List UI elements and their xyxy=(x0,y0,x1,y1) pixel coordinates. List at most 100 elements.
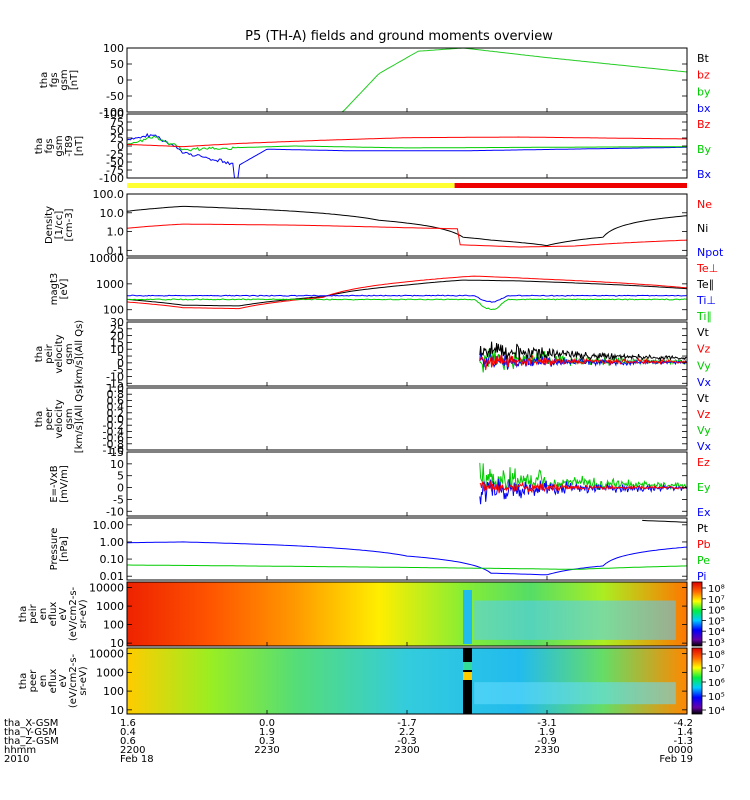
legend-peir-item: Vx xyxy=(697,376,712,389)
y-axis-label-line: gsm xyxy=(59,69,70,90)
panel-frame xyxy=(126,257,688,321)
y-axis-label-line: [nT] xyxy=(69,70,80,90)
y-axis-label-line: eV xyxy=(58,674,69,687)
trace-By xyxy=(126,135,687,152)
legend-press-item: Pb xyxy=(697,538,711,551)
colorbar-tick: 10⁶ xyxy=(708,678,725,689)
y-axis-label-line: fgs xyxy=(49,72,60,87)
y-tick-label: 5 xyxy=(117,470,124,483)
y-tick-label: 0.1 xyxy=(107,244,125,257)
trace-Ne xyxy=(126,223,688,248)
y-axis-label-line: Density xyxy=(44,206,55,244)
x-axis-value: -3.1 xyxy=(537,718,557,729)
legend-peer-item: Vx xyxy=(697,440,712,453)
y-tick-label: 15 xyxy=(110,446,124,459)
y-tick-label: 100 xyxy=(103,685,124,698)
legend-press-item: Pi xyxy=(697,570,706,583)
y-axis-label-line: [cm-3] xyxy=(64,208,75,241)
legend-efield-item: Ex xyxy=(697,506,711,519)
y-axis-label-line: peir xyxy=(44,343,55,363)
panel-fgs: 100 50 0 -50 -100 thafgsgsm[nT] Bt bz by bx xyxy=(39,42,711,119)
trace-peir-2 xyxy=(479,354,687,371)
y-axis-label-line: gsm xyxy=(54,135,65,156)
panel-peirspec: 10⁸10⁷10⁶10⁵10⁴10³10000100010010thapeire… xyxy=(18,581,725,650)
y-tick-label: 0.6 xyxy=(107,394,125,407)
y-axis-label-line: velocity xyxy=(54,399,65,438)
y-axis-label-line: [1/cc] xyxy=(54,211,65,240)
y-tick-label: -50 xyxy=(106,90,124,103)
y-axis-label-line: velocity xyxy=(54,334,65,373)
y-tick-label: 0 xyxy=(117,140,124,153)
y-tick-label: 10000 xyxy=(89,252,124,265)
legend-fgs2-item: By xyxy=(697,143,712,156)
y-tick-label: 5 xyxy=(117,350,124,363)
spectrogram-gap-fill xyxy=(463,662,472,670)
spectrogram-gap xyxy=(463,590,472,644)
x-axis-value: 1.9 xyxy=(259,727,275,738)
y-tick-label: 10 xyxy=(110,704,124,717)
y-tick-label: -5 xyxy=(113,364,124,377)
y-tick-label: -10 xyxy=(106,370,124,383)
y-tick-label: -100 xyxy=(99,172,124,185)
y-tick-label: 50 xyxy=(110,58,124,71)
legend-peer-item: Vz xyxy=(697,408,711,421)
y-tick-label: -0.6 xyxy=(103,432,124,445)
y-tick-label: 20 xyxy=(110,330,124,343)
trace-Tipar xyxy=(126,298,687,311)
colorbar-tick: 10⁵ xyxy=(708,616,725,627)
y-tick-label: 10000 xyxy=(89,648,124,661)
y-tick-label: 10.0 xyxy=(100,207,125,220)
y-tick-label: 100 xyxy=(103,619,124,632)
y-tick-label: -0.4 xyxy=(103,425,124,438)
y-tick-label: 10.00 xyxy=(93,519,125,532)
legend-efield-item: Ey xyxy=(697,481,711,494)
panel-press: 10.00 1.00 0.10 0.01 Pressure[nPa] Pt Pb Pe Pi xyxy=(49,517,711,583)
spectrogram-band xyxy=(474,600,676,640)
y-axis-label-line: (eV/cm2-s- xyxy=(68,653,79,708)
y-axis-label-line: peer xyxy=(28,669,39,693)
y-axis-label-line: tha xyxy=(34,346,45,362)
y-tick-label: 75 xyxy=(110,116,124,129)
trace-peir-3 xyxy=(479,341,687,362)
y-axis-label-line: eflux xyxy=(48,669,59,694)
legend-temp-item: Te⊥ xyxy=(696,262,718,275)
y-axis-label-line: Pressure xyxy=(49,528,60,571)
y-tick-label: 100 xyxy=(103,304,124,317)
x-axis-value: -0.3 xyxy=(397,736,417,747)
mode-status-bar xyxy=(127,183,687,188)
trace-peir-1 xyxy=(479,349,687,370)
y-axis-label-line: peer xyxy=(44,407,55,431)
panel-frame xyxy=(126,387,688,451)
legend-efield-item: Ez xyxy=(697,456,710,469)
x-axis-value: 1.6 xyxy=(120,718,136,729)
y-axis-label-line: en xyxy=(38,675,49,688)
colorbar-peerspec xyxy=(691,647,703,715)
legend-temp-item: Ti⊥ xyxy=(696,294,716,307)
x-axis-value: -0.9 xyxy=(537,736,557,747)
y-tick-label: 10 xyxy=(110,343,124,356)
colorbar-tick: 10⁵ xyxy=(708,692,725,703)
legend-peer-item: Vy xyxy=(697,424,711,437)
y-tick-label: 10000 xyxy=(89,582,124,595)
y-tick-label: 100 xyxy=(103,42,124,55)
y-axis-label-line: tha xyxy=(18,606,29,622)
colorbar-tick: 10⁴ xyxy=(708,706,725,717)
x-axis-row-label: tha_Y-GSM xyxy=(4,727,57,738)
legend-dens-item: Npot xyxy=(697,246,724,259)
trace-by xyxy=(339,47,688,113)
x-axis-row-label: tha_Z-GSM xyxy=(4,736,59,747)
x-axis-labels: tha_X-GSM 1.6 0.0 -1.7 -3.1 -4.2 tha_Y-GSM 0.4 1… xyxy=(4,718,693,765)
y-axis-label-line: [eV] xyxy=(59,279,70,300)
legend-fgs-item: by xyxy=(697,85,711,98)
plot-title: P5 (TH-A) fields and ground moments over… xyxy=(245,29,553,44)
legend-fgs-item: Bt xyxy=(697,52,710,65)
x-axis-value: 2.2 xyxy=(399,727,415,738)
legend-fgs-item: bx xyxy=(697,102,711,115)
trace-Bx xyxy=(126,132,687,179)
colorbar-tick: 10⁷ xyxy=(708,664,725,675)
y-axis-label: thafgsgsm-T89[nT] xyxy=(34,135,85,157)
trace-Pt xyxy=(642,519,688,523)
legend-press-item: Pt xyxy=(697,522,709,535)
